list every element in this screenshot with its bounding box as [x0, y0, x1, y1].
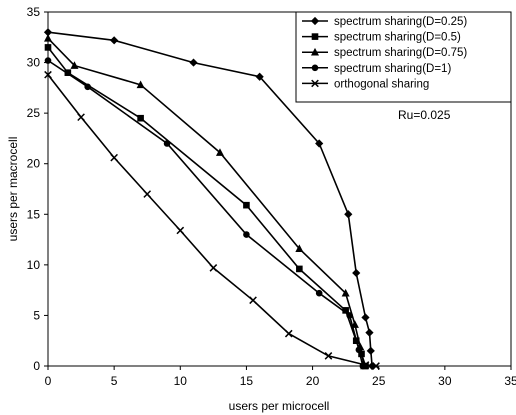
x-marker-stroke — [209, 264, 218, 272]
data-point — [361, 361, 370, 369]
y-tick-label: 30 — [27, 56, 41, 70]
x-marker-stroke — [143, 190, 152, 198]
data-point — [342, 307, 349, 314]
data-point — [136, 80, 145, 89]
data-point — [355, 346, 363, 354]
y-tick-label: 10 — [27, 258, 41, 272]
x-marker-stroke — [361, 361, 370, 369]
x-marker-stroke — [176, 226, 185, 235]
x-tick-label: 30 — [438, 374, 452, 388]
legend-marker — [310, 16, 320, 26]
data-point — [176, 226, 185, 235]
legend-label: spectrum sharing(D=0.25) — [334, 16, 467, 28]
data-point — [344, 210, 353, 219]
data-point — [77, 113, 85, 122]
axes: 0 5 10 15 20 25 30 35 0 5 10 15 20 25 30 35 — [27, 5, 516, 388]
data-point — [366, 346, 375, 355]
x-tick-label: 25 — [372, 374, 386, 388]
y-axis-title: users per macrocell — [6, 137, 20, 242]
legend: spectrum sharing(D=0.25) spectrum sharing… — [295, 11, 512, 103]
data-point — [346, 312, 353, 319]
data-point — [44, 57, 52, 64]
x-marker-stroke — [284, 329, 293, 338]
legend-label: orthogonal sharing — [334, 78, 429, 90]
data-point — [295, 244, 304, 252]
x-marker-stroke — [110, 153, 118, 162]
data-point — [249, 296, 257, 305]
legend-marker — [311, 79, 319, 88]
y-tick-label: 5 — [33, 308, 40, 322]
data-point — [243, 231, 250, 238]
x-tick-label: 5 — [111, 374, 118, 388]
x-tick-label: 10 — [174, 374, 188, 388]
data-point — [352, 268, 361, 278]
data-point — [110, 153, 118, 162]
series-3 — [44, 33, 369, 370]
y-tick-label: 0 — [33, 359, 40, 373]
x-tick-label: 20 — [306, 374, 320, 388]
data-point — [84, 83, 91, 91]
legend-item-4: spectrum sharing(D=1) — [302, 63, 451, 75]
data-point — [143, 190, 152, 198]
data-point — [44, 33, 52, 42]
y-tick-label: 15 — [27, 207, 41, 221]
y-tick-label: 35 — [27, 5, 41, 19]
data-point — [315, 139, 324, 148]
legend-item-3: spectrum sharing(D=0.75) — [302, 47, 467, 59]
data-point — [44, 70, 52, 79]
x-marker-stroke — [324, 352, 333, 360]
series-1 — [43, 28, 377, 371]
data-point — [243, 201, 250, 209]
x-marker-stroke — [44, 70, 52, 79]
data-point — [341, 288, 350, 297]
data-point — [163, 140, 171, 147]
legend-item-2: spectrum sharing(D=0.5) — [302, 32, 461, 44]
y-tick-label: 25 — [27, 106, 41, 120]
legend-label: spectrum sharing(D=0.75) — [334, 47, 467, 59]
data-point — [215, 148, 224, 156]
data-point — [44, 44, 52, 51]
series-5 — [44, 70, 380, 370]
legend-marker — [311, 64, 319, 72]
data-point — [70, 61, 79, 69]
x-tick-label: 15 — [240, 374, 254, 388]
legend-box — [295, 11, 512, 103]
x-axis-title: users per microcell — [229, 399, 330, 413]
legend-item-1: spectrum sharing(D=0.25) — [302, 16, 467, 28]
data-point — [284, 329, 293, 338]
annotation-ru: Ru=0.025 — [398, 108, 451, 122]
series-layer — [43, 28, 380, 371]
data-point — [110, 36, 119, 45]
legend-marker — [311, 47, 319, 56]
data-point — [365, 328, 374, 337]
x-tick-label: 35 — [504, 374, 516, 388]
data-point — [324, 352, 333, 360]
legend-label: spectrum sharing(D=1) — [334, 63, 451, 75]
legend-label: spectrum sharing(D=0.5) — [334, 32, 461, 44]
data-point — [209, 264, 218, 272]
x-marker-stroke — [249, 296, 257, 305]
data-point — [137, 114, 144, 122]
data-point — [315, 289, 323, 297]
legend-item-5: orthogonal sharing — [302, 78, 429, 90]
data-point — [255, 72, 264, 81]
legend-marker — [311, 33, 319, 40]
data-point — [296, 265, 303, 273]
data-point — [372, 362, 380, 370]
data-point — [43, 28, 53, 37]
y-tick-label: 20 — [27, 157, 41, 171]
data-point — [361, 313, 370, 322]
x-marker-stroke — [77, 113, 85, 122]
data-point — [189, 58, 198, 67]
x-marker-stroke — [311, 79, 319, 88]
series-line — [47, 59, 364, 367]
x-marker-stroke — [372, 362, 380, 370]
x-tick-label: 0 — [45, 374, 52, 388]
